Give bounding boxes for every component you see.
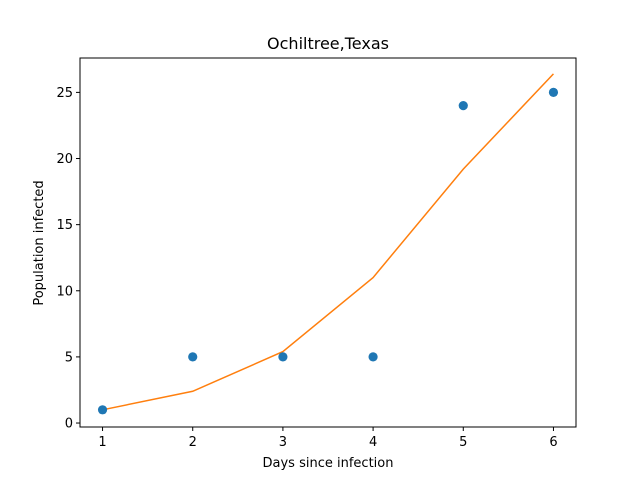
- data-point-day-6: [548, 87, 559, 97]
- plot-area: 1 2 3 4 5 6 0 5 10 15 20 25: [56, 57, 577, 450]
- plot-frame: [79, 57, 577, 428]
- y-tick-label: 0: [65, 417, 73, 432]
- y-tick-label: 5: [65, 350, 73, 365]
- data-point-day-2: [188, 352, 198, 362]
- y-tick-label: 10: [56, 284, 73, 299]
- data-point-day-3: [278, 352, 288, 362]
- data-point-day-1: [97, 405, 108, 415]
- x-tick-label: 6: [549, 435, 557, 450]
- x-tick-label: 1: [98, 435, 106, 450]
- x-axis-label: Days since infection: [263, 456, 394, 471]
- y-axis-label: Population infected: [32, 180, 47, 305]
- data-point-day-4: [368, 352, 378, 362]
- y-tick-label: 15: [56, 218, 73, 233]
- chart-title: Ochiltree,Texas: [267, 34, 389, 53]
- fit-line-series: [102, 73, 554, 411]
- x-tick-label: 5: [459, 435, 467, 450]
- x-tick-label: 4: [369, 435, 377, 450]
- y-tick-label: 25: [56, 86, 73, 101]
- x-tick-label: 3: [279, 435, 287, 450]
- data-point-day-5: [458, 101, 468, 111]
- y-tick-label: 20: [56, 152, 73, 167]
- x-tick-label: 2: [189, 435, 197, 450]
